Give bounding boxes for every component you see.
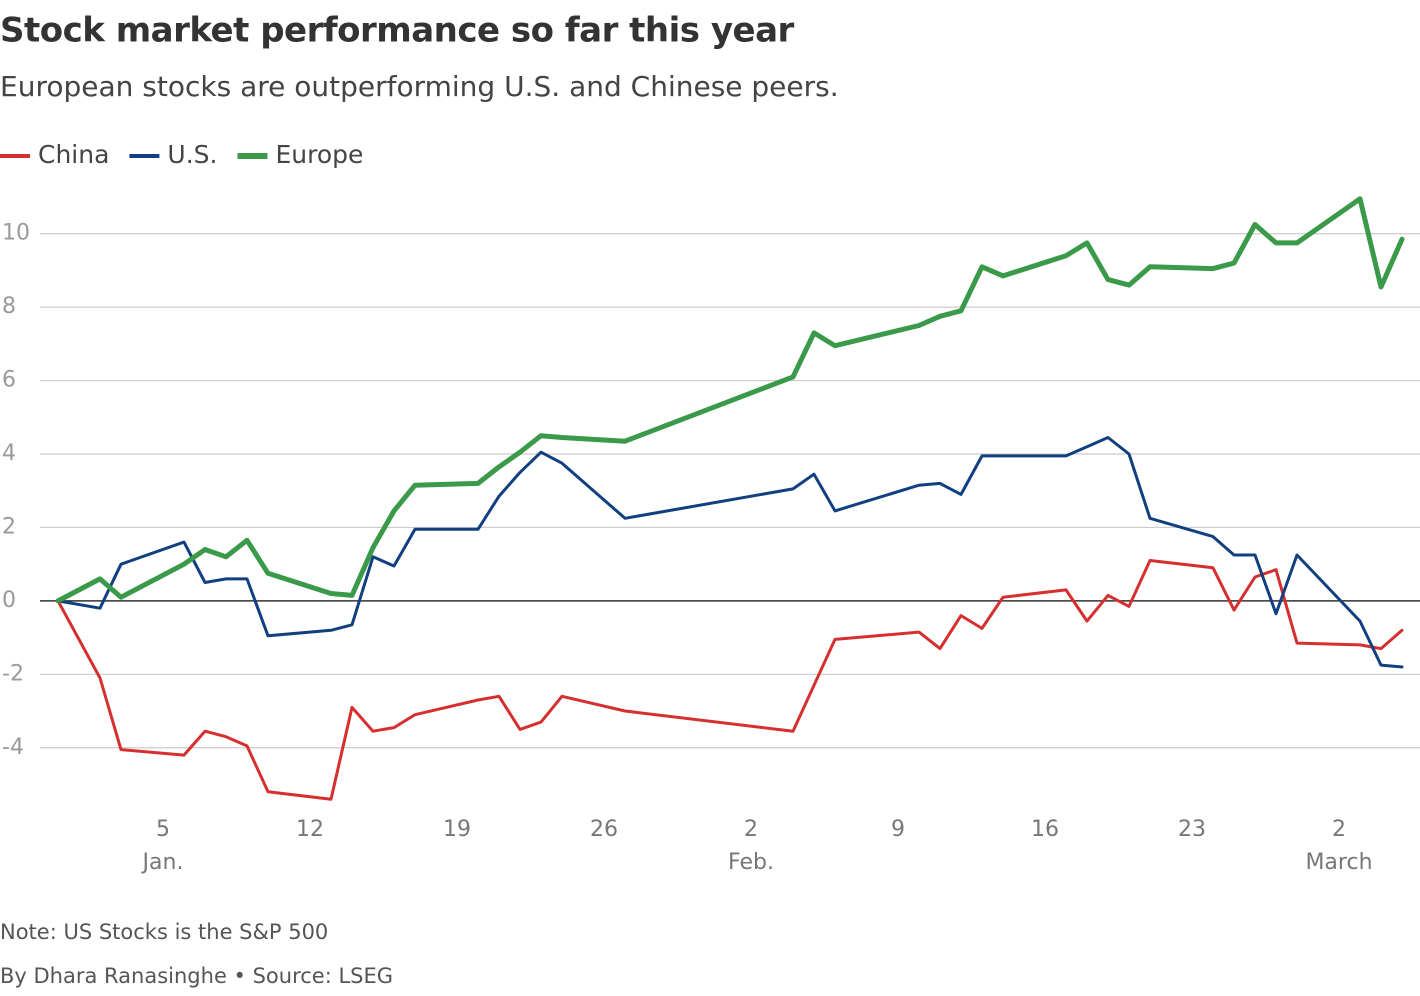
- x-tick-label: 26: [590, 817, 618, 842]
- y-tick-label: 8: [2, 294, 16, 319]
- month-label: Feb.: [728, 850, 774, 875]
- y-tick-label: -2: [2, 661, 24, 686]
- x-tick-label: 5: [156, 817, 170, 842]
- series-line: [56, 436, 1404, 669]
- note: Note: US Stocks is the S&P 500: [0, 920, 328, 944]
- x-tick-label: 9: [891, 817, 905, 842]
- source: By Dhara Ranasinghe • Source: LSEG: [0, 964, 393, 988]
- y-tick-label: -4: [2, 735, 24, 760]
- month-label: March: [1305, 850, 1372, 875]
- y-tick-label: 2: [2, 514, 16, 539]
- legend-label: Europe: [275, 140, 363, 169]
- legend-label: China: [38, 140, 109, 169]
- y-tick-label: 6: [2, 368, 16, 393]
- series-line: [55, 196, 1405, 604]
- x-tick-label: 2: [744, 817, 758, 842]
- legend-label: U.S.: [167, 140, 217, 169]
- x-tick-label: 23: [1178, 817, 1206, 842]
- chart-subtitle: European stocks are outperforming U.S. a…: [0, 70, 839, 103]
- y-tick-label: 10: [2, 221, 30, 246]
- x-tick-label: 12: [296, 817, 324, 842]
- month-label: Jan.: [141, 850, 184, 875]
- y-tick-label: 4: [2, 441, 16, 466]
- y-tick-label: 0: [2, 588, 16, 613]
- chart-title: Stock market performance so far this yea…: [0, 11, 795, 51]
- x-tick-label: 19: [443, 817, 471, 842]
- x-tick-label: 16: [1031, 817, 1059, 842]
- series-line: [56, 559, 1404, 801]
- x-tick-label: 2: [1332, 817, 1346, 842]
